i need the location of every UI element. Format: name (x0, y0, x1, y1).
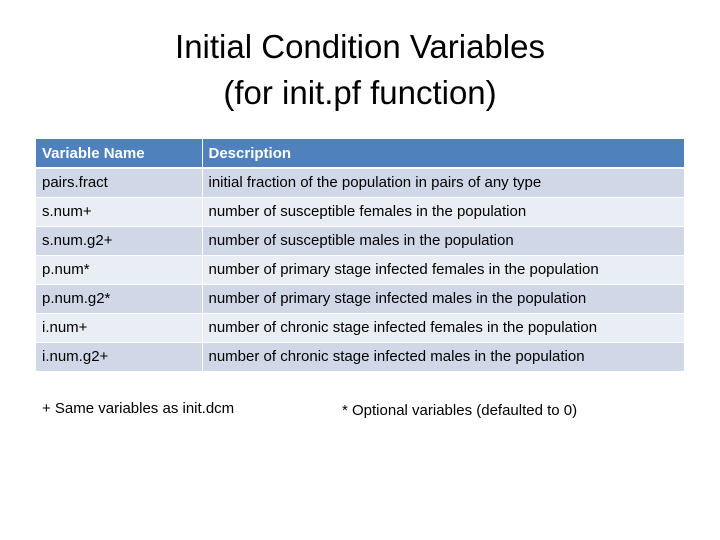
variable-name-cell: i.num.g2+ (36, 342, 203, 372)
variable-name-cell: p.num.g2* (36, 284, 203, 314)
table-header-row: Variable Name Description (36, 139, 685, 169)
variable-name-cell: s.num.g2+ (36, 226, 203, 256)
note-optional-variables: * Optional variables (defaulted to 0) (342, 402, 578, 419)
description-cell: number of primary stage infected males i… (202, 284, 685, 314)
description-cell: initial fraction of the population in pa… (202, 168, 685, 198)
table-row: p.num.g2* number of primary stage infect… (36, 284, 685, 314)
description-cell: number of susceptible females in the pop… (202, 197, 685, 227)
table-row: s.num.g2+ number of susceptible males in… (36, 226, 685, 256)
table-row: i.num.g2+ number of chronic stage infect… (36, 342, 685, 372)
slide-title-line-2: (for init.pf function) (223, 74, 497, 111)
variable-name-cell: p.num* (36, 255, 203, 285)
variable-name-cell: s.num+ (36, 197, 203, 227)
variables-table: Variable Name Description pairs.fract in… (36, 139, 685, 372)
variable-name-cell: i.num+ (36, 313, 203, 343)
description-cell: number of primary stage infected females… (202, 255, 685, 285)
note-same-variables: + Same variables as init.dcm (42, 400, 235, 417)
slide-title-line-1: Initial Condition Variables (175, 28, 545, 65)
description-cell: number of chronic stage infected females… (202, 313, 685, 343)
description-cell: number of susceptible males in the popul… (202, 226, 685, 256)
variable-name-cell: pairs.fract (36, 168, 203, 198)
table-row: s.num+ number of susceptible females in … (36, 197, 685, 227)
column-header-description: Description (202, 139, 685, 169)
table-row: p.num* number of primary stage infected … (36, 255, 685, 285)
description-cell: number of chronic stage infected males i… (202, 342, 685, 372)
column-header-variable-name: Variable Name (36, 139, 203, 169)
table-row: i.num+ number of chronic stage infected … (36, 313, 685, 343)
slide-title: Initial Condition Variables (for init.pf… (0, 24, 720, 116)
table-row: pairs.fract initial fraction of the popu… (36, 168, 685, 198)
